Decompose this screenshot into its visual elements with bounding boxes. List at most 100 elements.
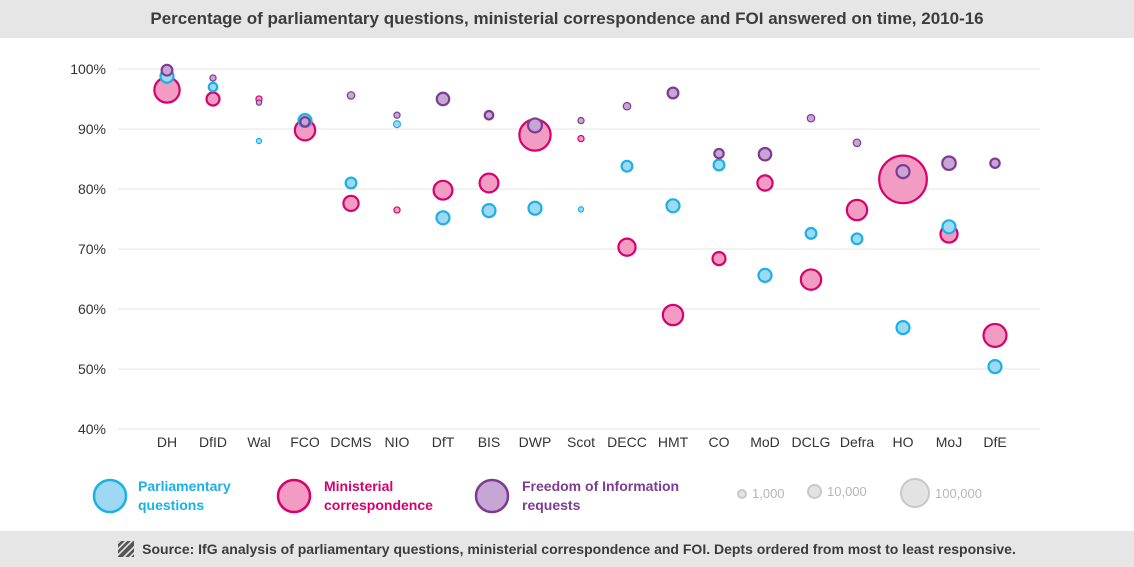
source-text: Source: IfG analysis of parliamentary qu… [142,541,1016,557]
mc-bubble [393,206,401,214]
y-tick-label: 60% [78,301,106,317]
x-tick-label: Wal [247,434,271,450]
bubble-chart: 40% 50% 60% 70% 80% 90% 100% DH DfID Wal FCO DCMS NI… [70,61,1040,450]
mc-bubble [661,303,685,327]
foi-bubble [941,155,957,172]
foi-bubble [393,111,401,119]
x-tick-label: MoD [750,434,780,450]
size-key-circle-large [900,478,930,508]
legend-foi-label-2: requests [522,497,581,513]
foi-bubble [435,91,451,107]
pq-bubble [435,210,451,226]
pq-bubble [941,219,957,235]
x-tick-label: DfE [983,434,1006,450]
mc-bubble [711,251,727,267]
legend-mc-label-2: correspondence [324,497,433,513]
y-tick-label: 90% [78,121,106,137]
size-key-circle-medium [807,484,822,499]
size-key-1000: 1,000 [737,486,785,501]
pq-bubble [481,203,497,219]
mc-bubble [756,174,774,192]
foi-bubble [160,63,174,77]
x-tick-label: DWP [519,434,552,450]
foi-bubble [852,138,862,148]
legend-item-mc: Ministerial correspondence [274,476,433,516]
pq-bubble [255,137,263,145]
x-tick-label: NIO [385,434,410,450]
pq-bubble [987,359,1003,375]
foi-bubble [806,113,816,123]
foi-bubble [255,99,263,106]
foi-bubble [713,147,725,160]
x-tick-label: DECC [607,434,647,450]
mc-bubble [577,134,585,143]
foi-bubble [666,86,680,100]
foi-bubble [577,116,585,125]
x-tick-label: HO [893,434,914,450]
x-tick-label: CO [709,434,730,450]
chart-title-bar: Percentage of parliamentary questions, m… [0,0,1134,38]
foi-bubble [346,91,356,100]
hatched-square-icon [118,541,135,557]
foi-bubble [622,101,632,111]
mc-bubble [845,198,869,222]
legend-mc-label-1: Ministerial [324,478,394,494]
pq-bubble [344,176,358,190]
size-key-label-100000: 100,000 [935,485,982,501]
mc-bubble [432,179,454,201]
x-tick-label: DCMS [330,434,371,450]
foi-bubble [209,74,217,82]
x-tick-label: DfT [432,434,455,450]
x-tick-label: DCLG [792,434,831,450]
x-tick-label: Defra [840,434,874,450]
chart-title: Percentage of parliamentary questions, m… [150,9,984,28]
pq-bubble [207,81,219,93]
pq-bubble [620,159,634,173]
mc-bubble [799,268,823,291]
foi-bubble [989,157,1001,169]
x-tick-label: MoJ [936,434,962,450]
foi-bubble [299,116,311,128]
pq-bubble [665,198,681,214]
size-key-label-10000: 10,000 [827,484,867,499]
pq-bubble [392,120,402,129]
size-key-label-1000: 1,000 [752,486,785,501]
legend-pq-label-2: questions [138,497,205,513]
pq-bubble [527,200,543,216]
legend-foi-bubble [474,478,510,514]
y-tick-label: 80% [78,181,106,197]
pq-bubble [850,232,864,246]
legend-item-pq: Parliamentary questions [90,476,231,516]
mc-bubble [982,322,1008,348]
pq-bubble [712,158,726,172]
mc-bubble [205,91,221,107]
pq-bubble [804,226,818,240]
legend: Parliamentary questions Ministerial corr… [0,468,1134,528]
legend-pq-bubble [92,478,128,514]
pq-bubble [757,267,773,283]
mc-bubble [878,154,928,205]
y-tick-label: 50% [78,361,106,377]
foi-bubble [757,146,773,162]
x-tick-label: BIS [478,434,501,450]
x-tick-label: FCO [290,434,320,450]
pq-bubble [895,320,911,336]
x-tick-label: DH [157,434,177,450]
foi-bubble [483,109,495,121]
size-key-circle-small [737,488,747,499]
x-tick-label: DfID [199,434,227,450]
x-tick-label: Scot [567,434,595,450]
legend-mc-bubble [276,478,312,514]
y-tick-label: 70% [78,241,106,257]
foi-bubble [895,164,911,180]
mc-bubble [478,172,500,194]
foi-bubble [526,117,544,134]
x-tick-label: HMT [658,434,689,450]
mc-bubble [617,237,637,257]
size-key-10000: 10,000 [807,484,867,499]
mc-bubble [342,194,360,213]
y-tick-label: 40% [78,421,106,437]
legend-pq-label-1: Parliamentary [138,478,231,494]
size-key-100000: 100,000 [900,478,982,508]
pq-bubble [577,206,585,213]
